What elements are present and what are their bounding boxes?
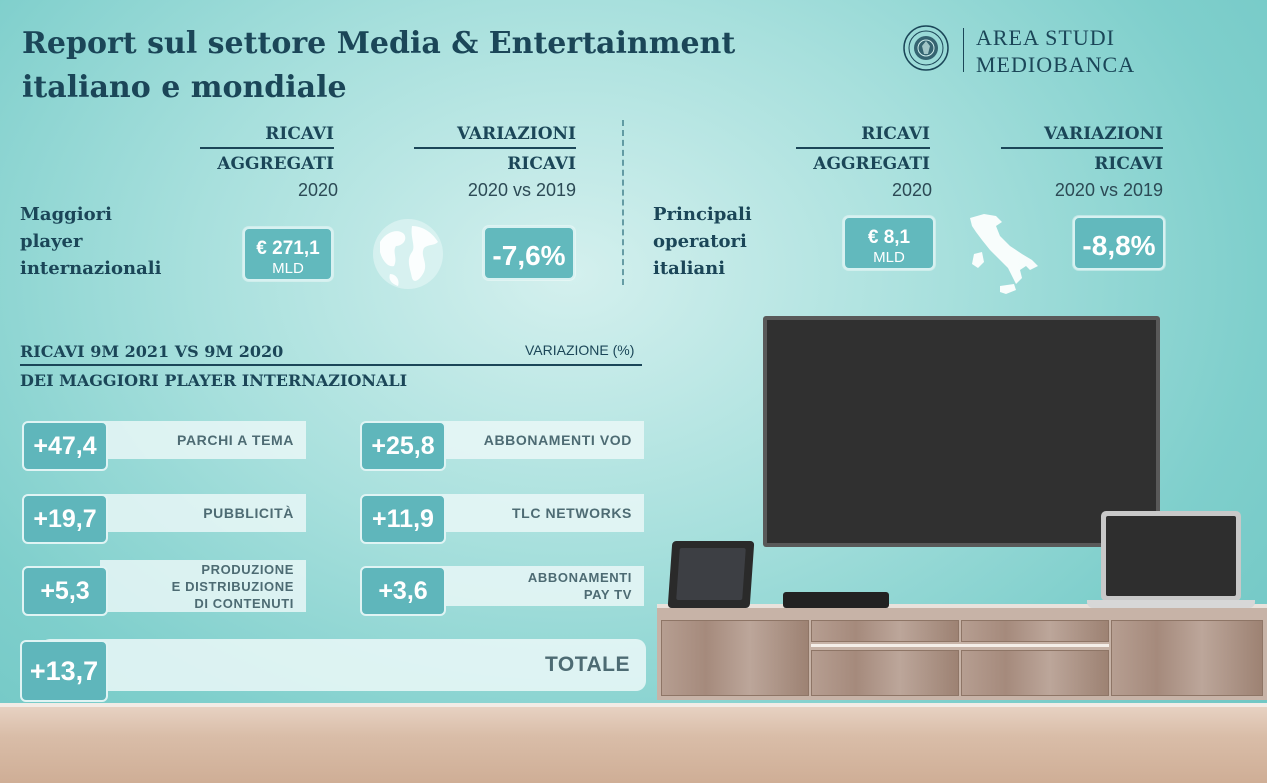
ita-change-rule bbox=[1001, 147, 1163, 149]
logo-line-1: AREA STUDI bbox=[976, 25, 1115, 50]
italy-map-icon bbox=[970, 214, 1038, 294]
metric-label-pay-tv: ABBONAMENTI PAY TV bbox=[438, 566, 644, 606]
intl-revenue-value: € 271,1 bbox=[256, 238, 320, 259]
cabinet-drawer bbox=[961, 620, 1109, 642]
title-line-2: italiano e mondiale bbox=[22, 70, 347, 105]
page-title: Report sul settore Media & Entertainment… bbox=[22, 22, 802, 110]
ita-label-line-2: operatori bbox=[653, 231, 747, 252]
floor bbox=[0, 705, 1267, 783]
section-title-line-2: DEI MAGGIORI PLAYER INTERNAZIONALI bbox=[20, 371, 408, 390]
ita-change-period: 2020 vs 2019 bbox=[1054, 180, 1163, 200]
ita-change-head-1: VARIAZIONI bbox=[1044, 124, 1163, 144]
intl-revenue-head-2: AGGREGATI bbox=[217, 154, 334, 174]
intl-change-head-1: VARIAZIONI bbox=[457, 124, 576, 144]
tv-screen bbox=[767, 320, 1156, 543]
total-value: +13,7 bbox=[20, 640, 108, 702]
cabinet-handle bbox=[811, 644, 1109, 647]
metric-label-text: ABBONAMENTI VOD bbox=[483, 432, 632, 448]
ita-revenue-head-1: RICAVI bbox=[861, 124, 930, 144]
intl-label-line-3: internazionali bbox=[20, 258, 162, 279]
logo-divider bbox=[963, 28, 964, 72]
ita-revenue-unit: MLD bbox=[873, 249, 905, 266]
intl-change-period: 2020 vs 2019 bbox=[467, 180, 576, 200]
section-title-line-1: RICAVI 9M 2021 VS 9M 2020 bbox=[20, 342, 284, 361]
metric-value-theme-parks: +47,4 bbox=[22, 421, 108, 471]
ita-revenue-rule bbox=[796, 147, 930, 149]
metric-label-text: PARCHI A TEMA bbox=[177, 432, 294, 448]
intl-revenue-box: € 271,1 MLD bbox=[243, 227, 333, 281]
intl-label: Maggiori player internazionali bbox=[20, 201, 161, 282]
ita-change-value: -8,8% bbox=[1082, 230, 1156, 261]
globe-icon bbox=[373, 219, 443, 289]
set-top-box-icon bbox=[783, 592, 889, 608]
metric-value-advertising: +19,7 bbox=[22, 494, 108, 544]
ita-revenue-box: € 8,1 MLD bbox=[843, 216, 935, 270]
metric-value-pay-tv: +3,6 bbox=[360, 566, 446, 616]
ita-label: Principali operatori italiani bbox=[653, 201, 752, 282]
intl-change-rule bbox=[414, 147, 576, 149]
ita-revenue-head-2: AGGREGATI bbox=[813, 154, 930, 174]
intl-change-box: -7,6% bbox=[483, 226, 575, 280]
laptop-base bbox=[1087, 600, 1255, 608]
metric-label-theme-parks: PARCHI A TEMA bbox=[100, 421, 306, 459]
ita-label-line-1: Principali bbox=[653, 204, 752, 225]
metric-label-text: PUBBLICITÀ bbox=[203, 505, 294, 521]
intl-revenue-year: 2020 bbox=[297, 180, 338, 200]
total-label: TOTALE bbox=[544, 653, 630, 676]
cabinet-drawer bbox=[811, 650, 959, 696]
metric-label-content-production: PRODUZIONE E DISTRIBUZIONE DI CONTENUTI bbox=[100, 560, 306, 612]
total-bar bbox=[40, 639, 646, 691]
variation-label: VARIAZIONE (%) bbox=[525, 342, 635, 358]
cabinet-drawer bbox=[811, 620, 959, 642]
ita-label-line-3: italiani bbox=[653, 258, 726, 279]
metric-value-tlc: +11,9 bbox=[360, 494, 446, 544]
metric-label-advertising: PUBBLICITÀ bbox=[100, 494, 306, 532]
intl-revenue-head-1: RICAVI bbox=[265, 124, 334, 144]
ita-change-box: -8,8% bbox=[1073, 216, 1165, 270]
metric-label-tlc: TLC NETWORKS bbox=[438, 494, 644, 532]
logo-text: AREA STUDI MEDIOBANCA bbox=[976, 24, 1135, 78]
logo-line-2: MEDIOBANCA bbox=[976, 52, 1136, 77]
mediobanca-seal-icon bbox=[903, 25, 949, 71]
ita-revenue-value: € 8,1 bbox=[867, 227, 911, 248]
cabinet-drawer bbox=[961, 650, 1109, 696]
metric-label-text: PRODUZIONE E DISTRIBUZIONE DI CONTENUTI bbox=[171, 561, 294, 611]
intl-revenue-rule bbox=[200, 147, 334, 149]
intl-label-line-2: player bbox=[20, 231, 83, 252]
section-divider bbox=[622, 120, 624, 285]
section-rule bbox=[20, 364, 642, 366]
cabinet-door-left bbox=[661, 620, 809, 696]
intl-change-head-2: RICAVI bbox=[507, 154, 576, 174]
ita-revenue-year: 2020 bbox=[891, 180, 932, 200]
metric-value-vod: +25,8 bbox=[360, 421, 446, 471]
metric-label-vod: ABBONAMENTI VOD bbox=[438, 421, 644, 459]
intl-revenue-unit: MLD bbox=[272, 260, 304, 277]
ita-change-head-2: RICAVI bbox=[1094, 154, 1163, 174]
tablet-screen bbox=[676, 548, 746, 600]
metric-label-text: ABBONAMENTI PAY TV bbox=[527, 570, 632, 602]
metric-label-text: TLC NETWORKS bbox=[512, 505, 632, 521]
title-line-1: Report sul settore Media & Entertainment bbox=[22, 26, 736, 61]
metric-value-content-production: +5,3 bbox=[22, 566, 108, 616]
intl-change-value: -7,6% bbox=[492, 240, 566, 271]
laptop-screen bbox=[1106, 516, 1236, 596]
intl-label-line-1: Maggiori bbox=[20, 204, 112, 225]
floor-edge bbox=[0, 703, 1267, 707]
cabinet-door-right bbox=[1111, 620, 1263, 696]
